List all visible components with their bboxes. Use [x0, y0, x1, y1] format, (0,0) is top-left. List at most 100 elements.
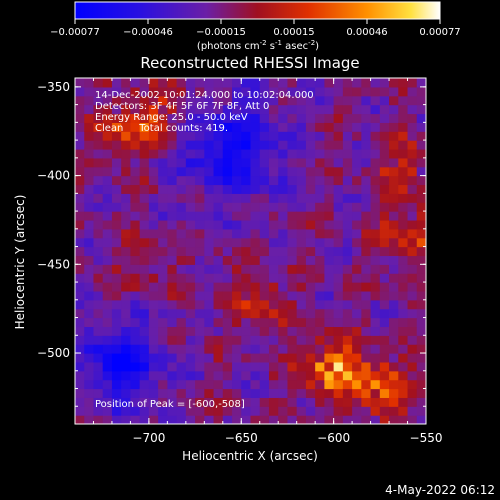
heatmap-cell — [121, 246, 132, 257]
heatmap-cell — [250, 264, 261, 274]
heatmap-cell — [139, 255, 150, 265]
heatmap-cell — [315, 219, 325, 230]
heatmap-cell — [333, 95, 344, 106]
heatmap-cell — [84, 202, 95, 212]
heatmap-cell — [333, 211, 344, 221]
heatmap-cell — [84, 308, 95, 319]
heatmap-cell — [296, 202, 307, 212]
heatmap-cell — [148, 86, 159, 97]
heatmap-cell — [352, 166, 362, 177]
heatmap-cell — [232, 379, 242, 390]
heatmap-cell — [241, 86, 252, 97]
heatmap-cell — [241, 335, 252, 345]
heatmap-cell — [361, 104, 372, 115]
heatmap-cell — [268, 211, 279, 221]
heatmap-cell — [259, 237, 270, 248]
heatmap-cell — [305, 148, 316, 159]
heatmap-cell — [333, 113, 344, 123]
heatmap-cell — [139, 95, 150, 106]
heatmap-cell — [268, 370, 279, 381]
heatmap-cell — [315, 299, 325, 310]
heatmap-cell — [204, 326, 215, 336]
heatmap-cell — [389, 157, 399, 168]
heatmap-cell — [361, 148, 372, 159]
heatmap-cell — [102, 290, 113, 301]
heatmap-cell — [250, 299, 261, 310]
heatmap-cell — [102, 273, 113, 283]
heatmap-cell — [259, 406, 270, 416]
heatmap-cell — [185, 299, 196, 310]
heatmap-cell — [361, 86, 372, 97]
heatmap-cell — [185, 308, 196, 319]
heatmap-cell — [370, 264, 381, 274]
heatmap-cell — [121, 353, 132, 363]
heatmap-cell — [176, 308, 187, 319]
heatmap-cell — [213, 122, 224, 132]
heatmap-cell — [296, 184, 307, 194]
heatmap-cell — [75, 388, 85, 398]
heatmap-cell — [268, 113, 279, 123]
heatmap-cell — [315, 255, 325, 265]
heatmap-cell — [287, 264, 298, 274]
heatmap-cell — [389, 140, 399, 150]
heatmap-cell — [370, 370, 381, 381]
heatmap-cell — [222, 193, 233, 203]
heatmap-cell — [250, 184, 261, 194]
heatmap-cell — [75, 379, 85, 390]
heatmap-cell — [111, 273, 122, 283]
heatmap-cell — [278, 184, 289, 194]
heatmap-cell — [333, 317, 344, 328]
heatmap-cell — [121, 273, 132, 283]
heatmap-cell — [232, 104, 242, 115]
heatmap-cell — [241, 95, 252, 106]
heatmap-cell — [75, 335, 85, 345]
heatmap-cell — [398, 299, 409, 310]
heatmap-cell — [195, 388, 205, 398]
heatmap-cell — [195, 193, 205, 203]
heatmap-cell — [278, 78, 289, 88]
heatmap-cell — [342, 131, 353, 141]
heatmap-cell — [75, 211, 85, 221]
heatmap-cell — [121, 397, 132, 407]
heatmap-cell — [342, 290, 353, 301]
heatmap-cell — [195, 104, 205, 115]
heatmap-cell — [324, 95, 335, 106]
heatmap-cell — [93, 361, 104, 372]
heatmap-cell — [130, 219, 141, 230]
heatmap-cell — [75, 326, 85, 336]
heatmap-cell — [195, 397, 205, 407]
heatmap-cell — [139, 397, 150, 407]
heatmap-cell — [176, 379, 187, 390]
heatmap-cell — [93, 211, 104, 221]
heatmap-cell — [352, 264, 362, 274]
heatmap-cell — [324, 317, 335, 328]
heatmap-cell — [204, 175, 215, 186]
heatmap-cell — [342, 246, 353, 257]
heatmap-cell — [278, 86, 289, 97]
heatmap-cell — [342, 370, 353, 381]
heatmap-cell — [259, 193, 270, 203]
heatmap-cell — [102, 193, 113, 203]
heatmap-cell — [324, 344, 335, 354]
heatmap-cell — [167, 228, 178, 239]
heatmap-cell — [278, 335, 289, 345]
heatmap-cell — [370, 157, 381, 168]
heatmap-cell — [195, 113, 205, 123]
heatmap-cell — [305, 299, 316, 310]
heatmap-cell — [195, 175, 205, 186]
heatmap-cell — [287, 175, 298, 186]
x-tick-label: −700 — [132, 431, 165, 445]
heatmap-cell — [195, 308, 205, 319]
heatmap-cell — [296, 193, 307, 203]
heatmap-cell — [333, 353, 344, 363]
heatmap-cell — [102, 166, 113, 177]
heatmap-cell — [195, 415, 205, 424]
heatmap-cell — [130, 397, 141, 407]
heatmap-cell — [259, 166, 270, 177]
heatmap-cell — [148, 308, 159, 319]
heatmap-cell — [111, 184, 122, 194]
heatmap-cell — [195, 370, 205, 381]
heatmap-cell — [158, 166, 168, 177]
heatmap-cell — [176, 104, 187, 115]
heatmap-cell — [352, 246, 362, 257]
